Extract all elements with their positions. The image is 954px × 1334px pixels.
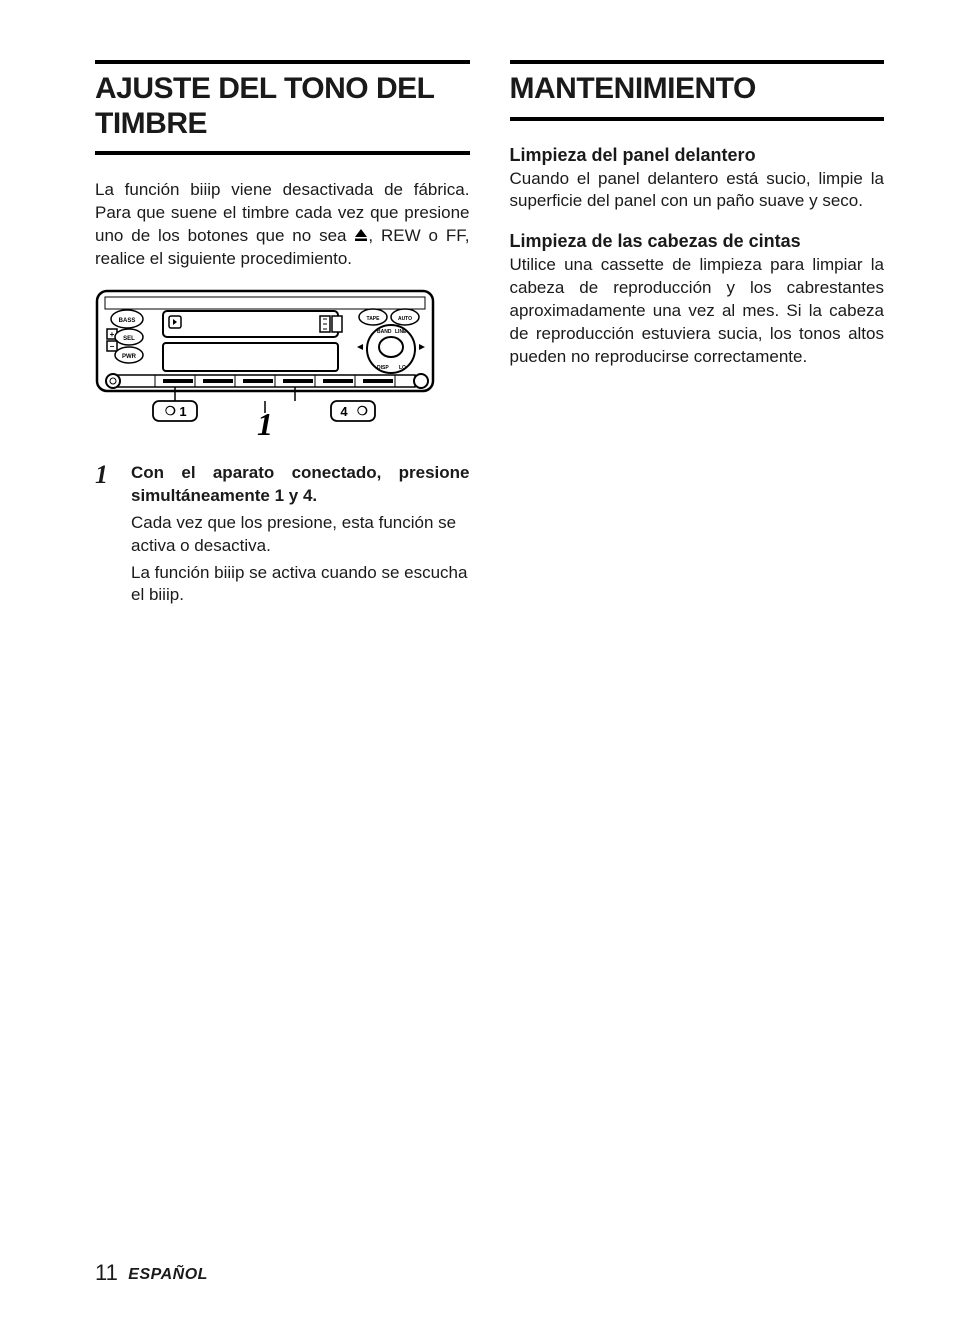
- svg-text:AUTO: AUTO: [398, 316, 412, 322]
- page-language: ESPAÑOL: [128, 1266, 208, 1283]
- svg-text:DISP: DISP: [377, 365, 389, 371]
- sub-block-0: Limpieza del panel delantero Cuando el p…: [510, 145, 885, 214]
- sub-head-0: Limpieza del panel delantero: [510, 145, 885, 166]
- svg-text:TAPE: TAPE: [367, 316, 381, 322]
- svg-text:❍: ❍: [165, 404, 176, 418]
- page-footer: 11 ESPAÑOL: [95, 1260, 208, 1286]
- svg-text:LINE: LINE: [395, 329, 407, 335]
- step-number: 1: [95, 462, 117, 612]
- svg-text:PWR: PWR: [122, 354, 137, 360]
- step-body: Con el aparato conectado, presione simul…: [131, 462, 470, 612]
- svg-text:1: 1: [257, 406, 273, 439]
- sub-block-1: Limpieza de las cabezas de cintas Utilic…: [510, 231, 885, 369]
- left-intro-paragraph: La función biiip viene desactivada de fá…: [95, 179, 470, 271]
- page-number: 11: [95, 1260, 118, 1285]
- sub-head-1: Limpieza de las cabezas de cintas: [510, 231, 885, 252]
- left-section-title: AJUSTE DEL TONO DEL TIMBRE: [95, 60, 470, 155]
- svg-text:4: 4: [340, 404, 348, 419]
- step-text-2: La función biiip se activa cuando se esc…: [131, 562, 470, 608]
- sub-body-0: Cuando el panel delantero está sucio, li…: [510, 168, 885, 214]
- svg-text:❍: ❍: [357, 404, 368, 418]
- left-column: AJUSTE DEL TONO DEL TIMBRE La función bi…: [95, 60, 470, 611]
- svg-text:BASS: BASS: [119, 318, 136, 324]
- right-column: MANTENIMIENTO Limpieza del panel delante…: [510, 60, 885, 611]
- step-1: 1 Con el aparato conectado, presione sim…: [95, 462, 470, 612]
- svg-text:1: 1: [179, 404, 186, 419]
- step-text-1: Cada vez que los presione, esta función …: [131, 512, 470, 558]
- content-columns: AJUSTE DEL TONO DEL TIMBRE La función bi…: [95, 60, 884, 611]
- stereo-diagram: BASS + SEL − PWR TAPE AUTO BAND: [95, 289, 435, 444]
- step-lead: Con el aparato conectado, presione simul…: [131, 462, 470, 508]
- svg-text:−: −: [110, 342, 115, 351]
- svg-text:+: +: [110, 330, 115, 339]
- svg-text:SEL: SEL: [123, 336, 135, 342]
- svg-text:LO: LO: [399, 365, 406, 371]
- svg-text:BAND: BAND: [377, 329, 392, 335]
- sub-body-1: Utilice una cassette de limpieza para li…: [510, 254, 885, 369]
- eject-icon: [354, 228, 368, 242]
- right-section-title: MANTENIMIENTO: [510, 60, 885, 121]
